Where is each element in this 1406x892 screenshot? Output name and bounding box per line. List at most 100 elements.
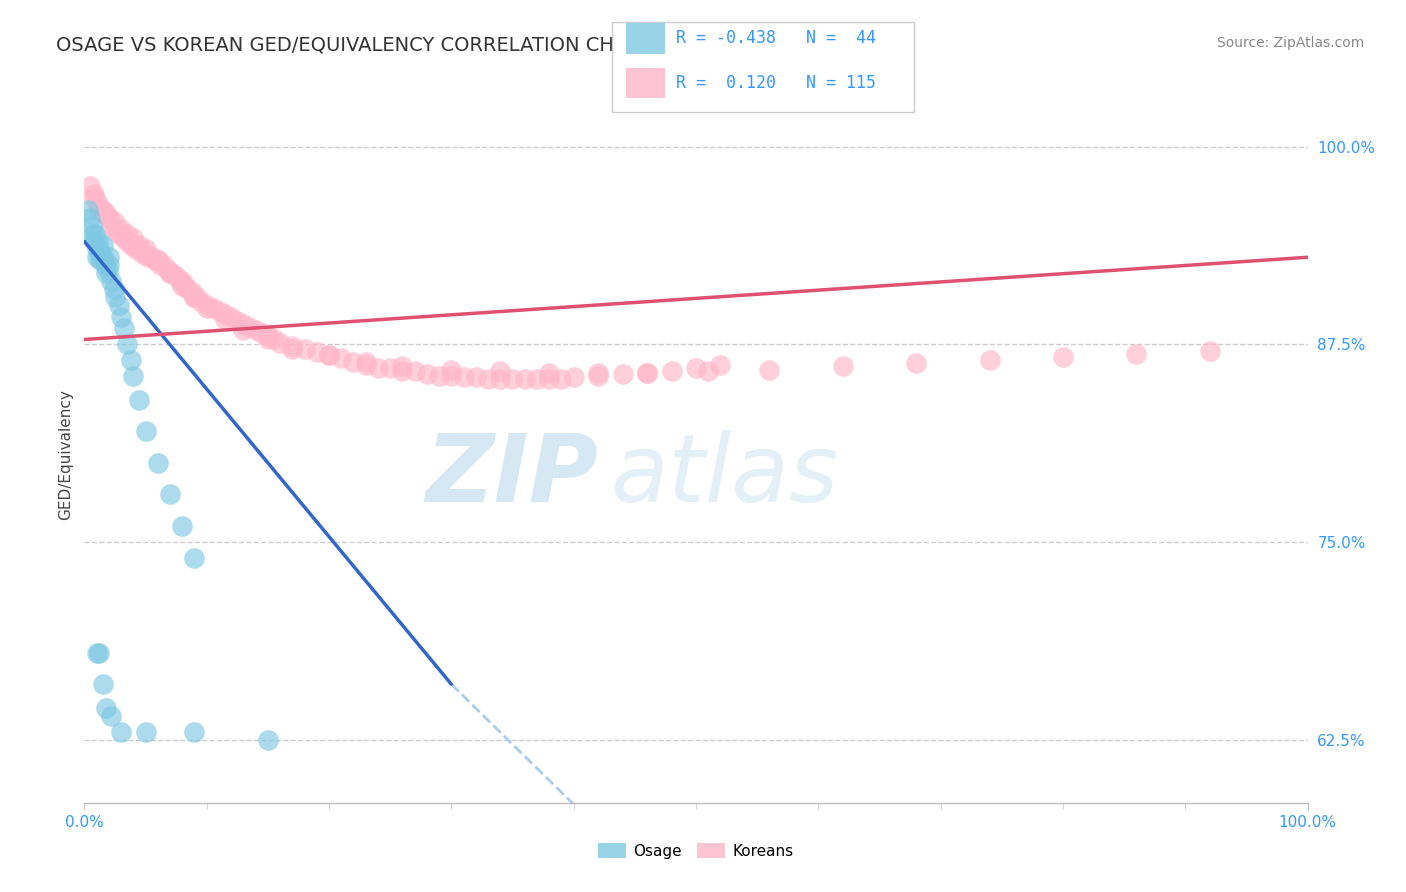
Point (97, 211, 120, 225)
Point (979, 353, 1001, 368)
Point (91, 677, 114, 691)
Point (135, 247, 157, 261)
Point (83, 186, 105, 201)
Point (104, 221, 127, 235)
Point (97, 263, 120, 277)
Point (115, 337, 138, 351)
Point (128, 392, 150, 407)
Point (87, 646, 110, 660)
Point (183, 724, 205, 739)
Point (172, 274, 194, 288)
Point (91, 250, 114, 264)
Point (91, 237, 114, 252)
Point (391, 364, 413, 378)
Point (380, 360, 402, 375)
Point (96, 206, 118, 220)
Point (263, 333, 285, 347)
Point (269, 335, 291, 350)
Point (586, 366, 609, 380)
Point (136, 250, 159, 264)
Point (100, 708, 122, 723)
Point (132, 247, 155, 261)
Point (195, 298, 218, 312)
Point (100, 219, 122, 233)
Point (562, 370, 585, 384)
Text: R = -0.438   N =  44: R = -0.438 N = 44 (676, 29, 876, 47)
Point (86, 194, 108, 209)
Point (153, 258, 176, 272)
Point (201, 301, 224, 315)
Point (190, 294, 212, 309)
Point (96, 701, 118, 715)
Point (501, 372, 523, 386)
Point (226, 313, 249, 327)
Point (107, 227, 129, 241)
Point (367, 360, 389, 375)
Point (122, 237, 145, 252)
Point (177, 282, 200, 296)
Point (104, 290, 127, 304)
Point (112, 321, 135, 335)
Point (115, 235, 138, 249)
Point (135, 243, 157, 257)
Point (709, 358, 731, 372)
Point (416, 368, 439, 382)
Point (97, 258, 120, 272)
Point (257, 732, 280, 747)
Point (330, 351, 353, 366)
Point (172, 519, 194, 533)
Point (110, 310, 132, 325)
Point (636, 366, 658, 380)
Point (172, 278, 194, 293)
Point (93, 253, 115, 268)
Point (232, 323, 254, 337)
Point (208, 304, 231, 318)
Point (281, 339, 304, 353)
Point (159, 266, 181, 280)
Point (186, 290, 208, 304)
Point (586, 368, 609, 383)
Point (404, 364, 426, 378)
Point (110, 724, 132, 739)
Point (183, 290, 205, 304)
Text: Source: ZipAtlas.com: Source: ZipAtlas.com (1216, 36, 1364, 50)
Point (354, 354, 377, 368)
Point (685, 360, 707, 375)
Point (257, 329, 280, 343)
Point (477, 372, 499, 386)
Point (143, 253, 166, 268)
Point (162, 266, 184, 280)
Point (159, 487, 181, 501)
Point (125, 243, 148, 257)
Point (489, 364, 512, 378)
Point (440, 362, 463, 376)
Point (697, 364, 720, 378)
Point (84, 227, 107, 241)
Point (104, 215, 127, 229)
Point (538, 372, 561, 386)
Point (149, 258, 172, 272)
Point (219, 310, 242, 325)
Point (318, 348, 340, 362)
Point (97, 211, 120, 225)
Text: OSAGE VS KOREAN GED/EQUIVALENCY CORRELATION CHART: OSAGE VS KOREAN GED/EQUIVALENCY CORRELAT… (56, 36, 651, 54)
Point (169, 274, 191, 288)
Point (294, 342, 316, 356)
Point (636, 366, 658, 380)
Point (91, 202, 114, 217)
Point (1198, 343, 1220, 358)
Point (100, 274, 122, 288)
Point (107, 298, 129, 312)
Point (183, 290, 205, 304)
Point (538, 366, 561, 380)
Point (83, 190, 105, 204)
Point (135, 424, 157, 438)
Point (165, 269, 187, 284)
Point (831, 359, 853, 374)
Point (232, 317, 254, 331)
Point (173, 278, 195, 293)
Point (183, 550, 205, 565)
Point (1052, 350, 1074, 364)
Point (86, 243, 108, 257)
Point (79, 179, 101, 194)
